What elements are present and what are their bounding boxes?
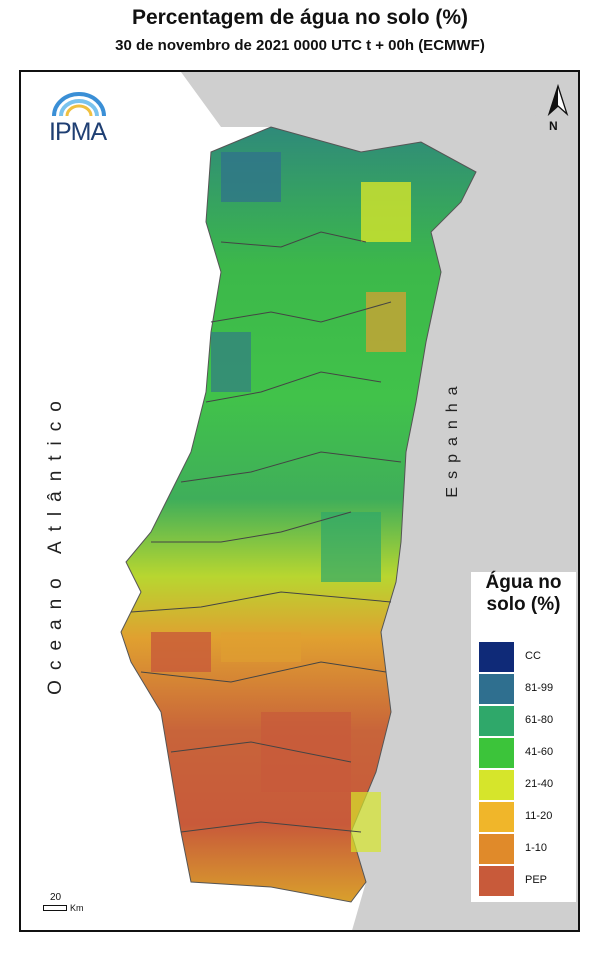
scale-unit: Km — [70, 903, 84, 913]
galicia-coast — [181, 72, 578, 172]
legend-item-11-20: 11-20 — [479, 802, 578, 832]
legend-label: CC — [525, 650, 541, 662]
legend-label: 11-20 — [525, 810, 553, 822]
swatch-61-80 — [479, 706, 514, 736]
swatch-pep — [479, 866, 514, 896]
swatch-cc — [479, 642, 514, 672]
legend-label: 1-10 — [525, 842, 548, 854]
legend-label: 61-80 — [525, 714, 554, 726]
north-arrow-icon — [547, 83, 569, 117]
legend-label: 81-99 — [525, 682, 554, 694]
legend-label: PEP — [525, 874, 548, 886]
legend-item-cc: CC — [479, 642, 578, 672]
legend-item-1-10: 1-10 — [479, 834, 578, 864]
legend-item-81-99: 81-99 — [479, 674, 578, 704]
rainbow-arc-icon — [52, 92, 106, 117]
map-subtitle: 30 de novembro de 2021 0000 UTC t + 00h … — [115, 37, 485, 54]
logo-text: IPMA — [49, 118, 107, 146]
ipma-logo: IPMA — [49, 90, 119, 150]
north-arrow: N — [541, 83, 575, 140]
ocean-label: Oceano Atlântico — [45, 391, 66, 695]
swatch-1-10 — [479, 834, 514, 864]
swatch-11-20 — [479, 802, 514, 832]
district-borders — [130, 231, 402, 833]
swatch-81-99 — [479, 674, 514, 704]
legend-label: 21-40 — [525, 778, 554, 790]
legend-item-41-60: 41-60 — [479, 738, 578, 768]
north-label: N — [549, 119, 558, 133]
legend: Água no solo (%) CC 81-99 61-80 41-60 21… — [471, 572, 576, 902]
spain-label: Espanha — [444, 378, 461, 498]
swatch-21-40 — [479, 770, 514, 800]
legend-item-21-40: 21-40 — [479, 770, 578, 800]
legend-item-61-80: 61-80 — [479, 706, 578, 736]
scale-value: 20 — [50, 892, 62, 903]
legend-label: 41-60 — [525, 746, 554, 758]
legend-item-pep: PEP — [479, 866, 578, 896]
legend-title: Água no solo (%) — [485, 572, 562, 615]
scale-line — [43, 905, 67, 911]
swatch-41-60 — [479, 738, 514, 768]
map-title: Percentagem de água no solo (%) — [131, 6, 469, 29]
scale-bar: 20 Km — [41, 892, 101, 922]
map-frame: IPMA N Oceano Atlântico Espanha Água no … — [19, 70, 580, 932]
